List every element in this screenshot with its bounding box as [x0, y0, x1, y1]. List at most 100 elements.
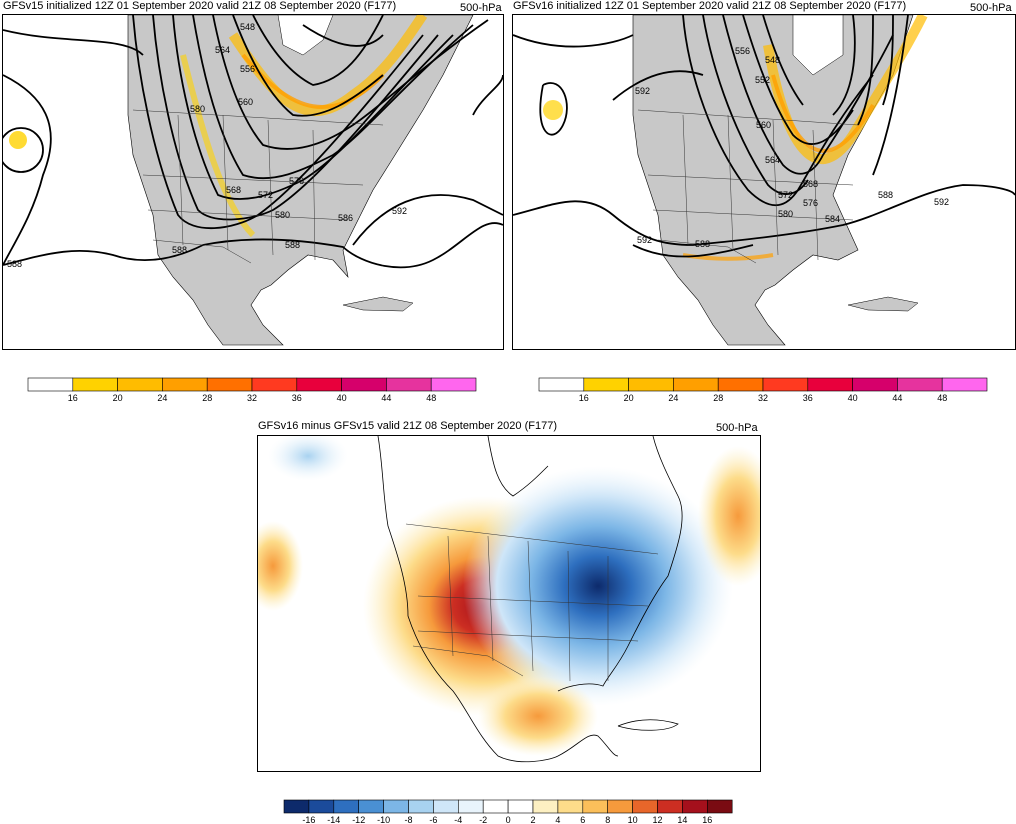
panel2-map: [512, 14, 1016, 350]
panel2-contour-label: 552: [755, 75, 771, 85]
colorbar-tick-label: 14: [677, 815, 687, 824]
colorbar-swatch: [408, 799, 434, 814]
panel1-contour-label: 564: [215, 45, 231, 55]
panel1-level: 500-hPa: [460, 2, 502, 14]
panel2-contour-label: 580: [778, 209, 794, 219]
colorbar-tick-label: 40: [337, 393, 347, 403]
panel1-contour-label: 560: [238, 97, 254, 107]
colorbar-swatch: [383, 799, 409, 814]
wind-colorbar-left: 16 20 24 28 32 36 40 44 48: [27, 377, 488, 408]
panel2-contour-label: 568: [803, 179, 819, 189]
colorbar-swatch: [852, 377, 898, 392]
colorbar-swatch: [27, 377, 74, 392]
panel2-land: [632, 15, 914, 346]
colorbar-swatch: [762, 377, 809, 392]
panel1-contour-label: 580: [190, 104, 206, 114]
colorbar-swatch: [283, 799, 310, 814]
colorbar-swatch: [706, 799, 733, 814]
colorbar-swatch: [72, 377, 118, 392]
colorbar-swatch: [251, 377, 298, 392]
panel2-contour-label: 588: [695, 239, 711, 249]
positive-anomaly-south: [478, 676, 598, 756]
colorbar-tick-label: -8: [404, 815, 412, 824]
colorbar-swatch: [538, 377, 585, 392]
colorbar-tick-label: -14: [327, 815, 340, 824]
colorbar-tick-label: 6: [580, 815, 585, 824]
panel1-map: [2, 14, 504, 350]
colorbar-swatch: [583, 377, 629, 392]
colorbar-swatch: [582, 799, 608, 814]
panel1-contour-label: 556: [240, 64, 256, 74]
panel1-contour-label: 588: [172, 245, 188, 255]
colorbar-tick-label: -12: [352, 815, 365, 824]
colorbar-tick-label: -2: [479, 815, 487, 824]
panel2-contour-label: 584: [825, 214, 841, 224]
colorbar-swatch: [628, 377, 674, 392]
negative-anomaly: [463, 466, 733, 706]
colorbar-tick-label: 0: [506, 815, 511, 824]
colorbar-tick-label: 4: [555, 815, 560, 824]
colorbar-tick-label: -4: [454, 815, 462, 824]
colorbar-swatch: [206, 377, 253, 392]
colorbar-swatch: [296, 377, 342, 392]
colorbar-swatch: [333, 799, 359, 814]
colorbar-swatch: [607, 799, 633, 814]
panel2-contour-label: 576: [803, 198, 819, 208]
wind-colorbar-right-svg: 16 20 24 28 32 36 40 44 48: [538, 377, 988, 403]
colorbar-tick-label: -6: [429, 815, 437, 824]
panel1-contour-label: 568: [226, 185, 242, 195]
colorbar-swatch: [308, 799, 335, 814]
colorbar-tick-label: 36: [292, 393, 302, 403]
panel2-map-svg: [513, 15, 1015, 346]
diff-title: GFSv16 minus GFSv15 valid 21Z 08 Septemb…: [258, 420, 557, 432]
colorbar-tick-label: -16: [302, 815, 315, 824]
colorbar-swatch: [941, 377, 988, 392]
panel1-title: GFSv15 initialized 12Z 01 September 2020…: [3, 0, 397, 12]
colorbar-tick-label: 48: [426, 393, 436, 403]
panel2-level: 500-hPa: [970, 2, 1012, 14]
panel2-contour-label: 564: [765, 155, 781, 165]
colorbar-swatch: [557, 799, 584, 814]
colorbar-tick-label: 44: [892, 393, 902, 403]
positive-anomaly-west: [258, 521, 303, 611]
colorbar-tick-label: 36: [803, 393, 813, 403]
colorbar-tick-label: -10: [377, 815, 390, 824]
diff-map-svg: [258, 436, 760, 763]
panel1-contour-label: 586: [338, 213, 354, 223]
colorbar-tick-label: 28: [202, 393, 212, 403]
panel2-contour-label: 572: [778, 190, 794, 200]
panel2-contour-label: 592: [637, 235, 653, 245]
colorbar-swatch: [386, 377, 432, 392]
colorbar-tick-label: 32: [247, 393, 257, 403]
panel1-contour-label: 576: [289, 176, 305, 186]
colorbar-swatch: [433, 799, 459, 814]
diff-colorbar-svg: -16 -14 -12 -10 -8 -6 -4 -2 0 2 4 6 8 10 12 14 16: [283, 799, 733, 824]
colorbar-swatch: [717, 377, 764, 392]
panel2-contour-label: 592: [934, 197, 950, 207]
colorbar-swatch: [807, 377, 853, 392]
colorbar-tick-label: 2: [530, 815, 535, 824]
panel2-contour-label: 560: [756, 120, 772, 130]
panel2-contour-label: 556: [735, 46, 751, 56]
colorbar-tick-label: 24: [668, 393, 678, 403]
colorbar-swatch: [482, 799, 509, 814]
colorbar-swatch: [532, 799, 559, 814]
colorbar-tick-label: 12: [652, 815, 662, 824]
colorbar-swatch: [682, 799, 708, 814]
colorbar-swatch: [162, 377, 208, 392]
colorbar-swatch: [117, 377, 163, 392]
positive-anomaly-east: [698, 446, 760, 586]
colorbar-swatch: [430, 377, 477, 392]
panel2-contour-label: 548: [765, 55, 781, 65]
panel1-contour-label: 548: [240, 22, 256, 32]
panel1-land: [127, 15, 474, 346]
colorbar-tick-label: 20: [624, 393, 634, 403]
colorbar-swatch: [673, 377, 719, 392]
panel1-contour-label: 588: [7, 259, 23, 269]
colorbar-tick-label: 32: [758, 393, 768, 403]
colorbar-swatch: [507, 799, 534, 814]
wind-colorbar-right: 16 20 24 28 32 36 40 44 48: [538, 377, 999, 408]
colorbar-swatch: [341, 377, 387, 392]
panel2-contour-label: 588: [878, 190, 894, 200]
colorbar-tick-label: 16: [702, 815, 712, 824]
